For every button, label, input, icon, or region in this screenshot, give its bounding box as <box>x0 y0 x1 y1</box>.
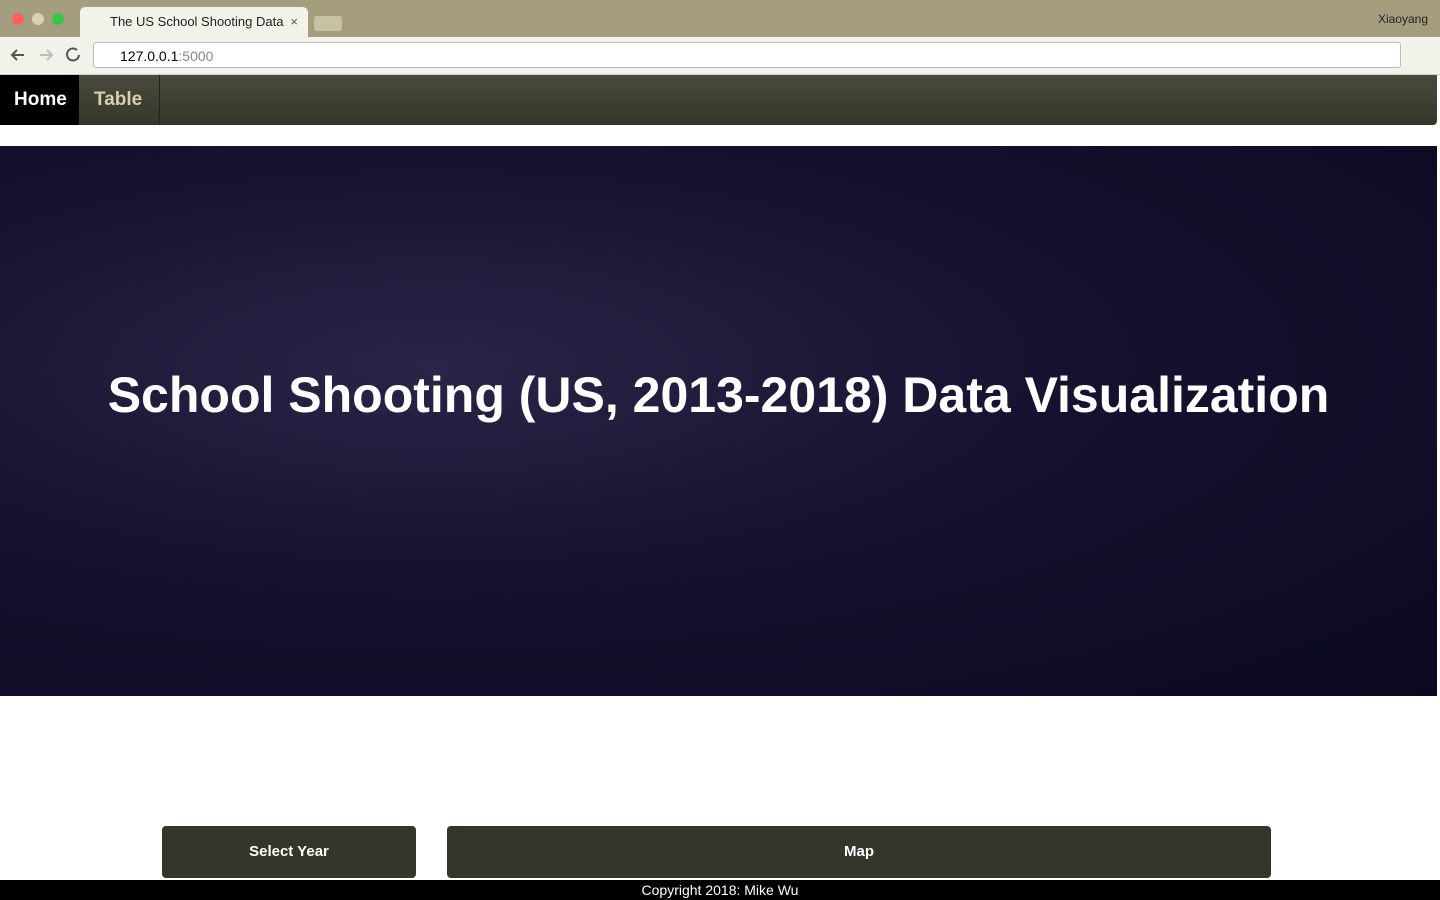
url-host: 127.0.0.1 <box>120 48 179 64</box>
footer: Copyright 2018: Mike Wu <box>0 880 1440 900</box>
address-bar[interactable]: 127.0.0.1:5000 <box>93 42 1401 68</box>
new-tab[interactable] <box>314 16 342 31</box>
profile-name[interactable]: Xiaoyang <box>1377 12 1428 26</box>
nav-buttons[interactable] <box>0 37 80 74</box>
toolbar: 127.0.0.1:5000 <box>0 37 1440 75</box>
nav-table[interactable]: Table <box>80 75 160 125</box>
minimize-button[interactable] <box>32 13 44 25</box>
close-button[interactable] <box>12 13 24 25</box>
hero-title: School Shooting (US, 2013-2018) Data Vis… <box>107 367 1330 423</box>
nav-home[interactable]: Home <box>0 75 79 125</box>
maximize-button[interactable] <box>52 13 64 25</box>
browser-titlebar: The US School Shooting Data × Xiaoyang <box>0 0 1440 37</box>
select-year-panel: Select Year <box>162 826 416 878</box>
tab[interactable]: The US School Shooting Data × <box>80 7 308 37</box>
tab-close[interactable]: × <box>290 14 298 29</box>
hero-banner: School Shooting (US, 2013-2018) Data Vis… <box>0 146 1437 696</box>
panel-title: Map <box>844 843 874 860</box>
navbar: Home Table <box>0 75 1437 125</box>
tab-title: The US School Shooting Data <box>110 14 284 29</box>
url-port: :5000 <box>178 48 214 64</box>
map-panel: Map <box>447 826 1271 878</box>
panel-title: Select Year <box>249 843 329 860</box>
